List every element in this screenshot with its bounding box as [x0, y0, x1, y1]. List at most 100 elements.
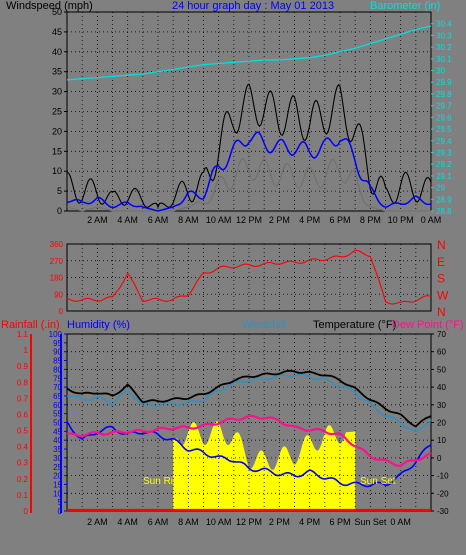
sunset-label: Sun Set	[360, 476, 396, 487]
barometer-line	[66, 25, 432, 81]
wind-x-tick-label: 4 PM	[299, 215, 320, 225]
wind-y-tick-label: 25	[52, 107, 62, 117]
humidity-y-tick-label: 60	[53, 401, 62, 410]
humidity-y-tick-label: 45	[53, 427, 62, 436]
humidity-y-tick-label: 85	[53, 357, 62, 366]
baro-y-tick-label: 29.6	[436, 113, 452, 122]
wind-avg-line	[66, 131, 432, 212]
windchill-label: Windchill	[242, 319, 287, 331]
humidity-y-tick-label: 50	[53, 419, 62, 428]
rain-y-tick-label: 0.1	[17, 491, 29, 500]
temp-x-tick-label: Sun Set	[354, 517, 387, 527]
rain-y-tick-label: 1.1	[17, 330, 29, 339]
dir-y-tick-label: 0	[59, 307, 64, 316]
rain-y-tick-label: 0.9	[17, 362, 29, 371]
wind-min-line	[66, 158, 431, 212]
humidity-y-tick-label: 80	[53, 365, 62, 374]
rain-y-tick-label: 0	[24, 507, 29, 516]
baro-y-tick-label: 30.4	[436, 20, 452, 29]
wind-x-tick-label: 2 PM	[269, 215, 290, 225]
dir-panel-frame	[66, 243, 432, 312]
rain-y-tick-label: 0.4	[17, 443, 29, 452]
dir-compass-label: W	[437, 288, 449, 302]
baro-y-tick-label: 30.3	[436, 31, 452, 40]
rain-y-tick-label: 0.7	[17, 394, 29, 403]
rain-y-tick-label: 0.2	[17, 475, 29, 484]
baro-y-tick-label: 28.8	[436, 207, 452, 216]
baro-y-tick-label: 29.3	[436, 148, 452, 157]
temp-y-tick-label: 20	[437, 419, 446, 428]
windchill-line	[66, 373, 432, 433]
humidity-y-tick-label: 90	[53, 348, 62, 357]
rain-y-tick-label: 1	[24, 346, 29, 355]
temp-y-tick-label: -10	[437, 472, 449, 481]
temp-x-tick-label: 10 AM	[206, 517, 232, 527]
rainfall-axis-label: Rainfall (.in)	[1, 319, 60, 331]
wind-x-tick-label: 6 AM	[148, 215, 169, 225]
temp-x-tick-label: 2 PM	[269, 517, 290, 527]
wind-y-tick-label: 15	[52, 146, 62, 156]
temp-x-tick-label: 4 PM	[299, 517, 320, 527]
temp-x-tick-label: 8 AM	[178, 517, 199, 527]
baro-y-tick-label: 29.5	[436, 125, 452, 134]
temperature-axis-label: Temperature (°F)	[313, 319, 397, 331]
temperature-line	[66, 369, 432, 428]
humidity-y-tick-label: 75	[53, 374, 62, 383]
wind-y-tick-label: 30	[52, 87, 62, 97]
wind-x-tick-label: 0 AM	[421, 215, 442, 225]
temp-y-tick-label: -30	[437, 507, 449, 516]
dir-compass-label: N	[437, 238, 446, 252]
baro-y-tick-label: 29.7	[436, 102, 452, 111]
wind-y-tick-label: 35	[52, 67, 62, 77]
rain-y-tick-label: 0.6	[17, 410, 29, 419]
wind-x-tick-label: 2 AM	[87, 215, 108, 225]
humidity-y-tick-label: 30	[53, 454, 62, 463]
baro-y-tick-label: 29.9	[436, 78, 452, 87]
chart-title: 24 hour graph day : May 01 2013	[172, 0, 335, 12]
temp-y-tick-label: 50	[437, 365, 446, 374]
rain-y-tick-label: 0.3	[17, 459, 29, 468]
temp-y-tick-label: 10	[437, 436, 446, 445]
wind-x-tick-label: 6 PM	[329, 215, 350, 225]
wind-x-tick-label: 12 PM	[236, 215, 262, 225]
temp-x-tick-label: 0 AM	[390, 517, 411, 527]
rain-y-tick-label: 0.5	[17, 427, 29, 436]
wind-y-tick-label: 5	[57, 186, 62, 196]
temp-x-tick-label: 2 AM	[87, 517, 108, 527]
humidity-axis-label: Humidity (%)	[67, 319, 130, 331]
baro-y-tick-label: 29.1	[436, 172, 452, 181]
dir-compass-label: S	[437, 272, 445, 286]
wind-y-tick-label: 50	[52, 7, 62, 17]
humidity-y-tick-label: 100	[49, 330, 63, 339]
dir-y-tick-label: 90	[54, 290, 63, 299]
humidity-y-tick-label: 70	[53, 383, 62, 392]
temp-y-tick-label: -20	[437, 489, 449, 498]
baro-y-tick-label: 30.1	[436, 55, 452, 64]
wind-gust-line	[66, 83, 432, 209]
humidity-y-tick-label: 25	[53, 463, 62, 472]
humidity-y-tick-label: 40	[53, 436, 62, 445]
wind-x-tick-label: 8 PM	[360, 215, 381, 225]
humidity-y-tick-label: 15	[53, 480, 62, 489]
wind-direction-line	[66, 249, 432, 305]
humidity-y-tick-label: 55	[53, 410, 62, 419]
dir-compass-label: N	[437, 305, 446, 319]
wind-x-tick-label: 8 AM	[178, 215, 199, 225]
temp-y-tick-label: 30	[437, 401, 446, 410]
wind-y-tick-label: 20	[52, 126, 62, 136]
temp-x-tick-label: 12 PM	[236, 517, 262, 527]
dewpoint-line	[66, 414, 432, 467]
temp-y-tick-label: 40	[437, 383, 446, 392]
humidity-y-tick-label: 35	[53, 445, 62, 454]
humidity-y-tick-label: 10	[53, 489, 62, 498]
dir-y-tick-label: 360	[50, 240, 64, 249]
wind-x-tick-label: 4 AM	[117, 215, 138, 225]
sunrise-label: Sun Rise	[143, 476, 184, 487]
temp-x-tick-label: 6 AM	[148, 517, 169, 527]
wind-y-tick-label: 40	[52, 47, 62, 57]
temp-x-tick-label: 6 PM	[329, 517, 350, 527]
dewpoint-axis-label: Dew Point (°F)	[392, 319, 464, 331]
temp-x-tick-label: 4 AM	[117, 517, 138, 527]
humidity-y-tick-label: 20	[53, 472, 62, 481]
baro-y-tick-label: 30.2	[436, 43, 452, 52]
